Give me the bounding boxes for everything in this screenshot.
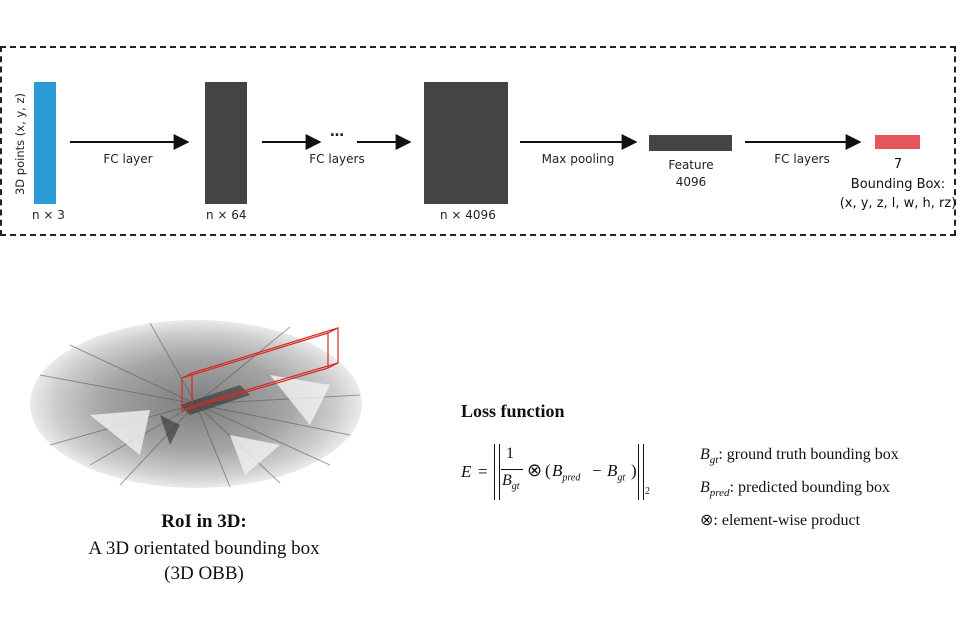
eq-norm-sub: 2 <box>645 486 650 497</box>
fc4096-layer-block <box>424 82 508 204</box>
layer1-size-label: n × 64 <box>206 208 247 222</box>
eq-equals: = <box>478 462 488 481</box>
input-axis-label: 3D points (x, y, z) <box>13 92 27 196</box>
feature-block <box>649 135 732 151</box>
point-cloud-image <box>30 320 362 488</box>
eq-bgt: Bgt <box>607 461 626 484</box>
eq-fraction-bar <box>501 469 523 470</box>
output-size-label: 7 <box>893 157 903 172</box>
roi-description-line2: (3D OBB) <box>164 563 244 584</box>
arrow4-label: FC layers <box>774 152 830 166</box>
roi-3d-box <box>181 327 339 412</box>
feature-label: Feature <box>668 158 714 172</box>
input-size-label: n × 3 <box>32 208 65 222</box>
eq-denominator: Bgt <box>502 472 520 493</box>
arrow2-label: FC layers <box>309 152 365 166</box>
loss-function-title: Loss function <box>461 401 565 421</box>
eq-close-paren: ) <box>631 461 637 480</box>
output-label: Bounding Box: <box>850 177 946 192</box>
eq-one: 1 <box>506 445 514 462</box>
roi-title: RoI in 3D: <box>161 511 247 532</box>
eq-bpred: Bpred <box>552 461 581 484</box>
output-params-label: (x, y, z, l, w, h, rz) <box>839 196 957 211</box>
ellipsis-label: … <box>330 124 344 140</box>
legend-item-bgt: Bgt: ground truth bounding box <box>700 446 899 467</box>
legend-item-bpred: Bpred: predicted bounding box <box>700 479 890 500</box>
roi-description-line1: A 3D orientated bounding box <box>88 538 320 559</box>
eq-norm-right <box>638 444 644 500</box>
input-points-block <box>34 82 56 204</box>
eq-norm-left <box>494 444 500 500</box>
eq-open-paren: ( <box>545 461 551 480</box>
eq-lhs: E <box>461 462 472 481</box>
eq-otimes: ⊗ <box>527 460 543 480</box>
arrow1-label: FC layer <box>103 152 153 166</box>
output-block <box>875 135 920 149</box>
legend-item-otimes: ⊗: element-wise product <box>700 512 861 529</box>
fc64-layer-block <box>205 82 247 204</box>
arrow3-label: Max pooling <box>541 152 615 166</box>
layer2-size-label: n × 4096 <box>440 208 496 222</box>
eq-minus: − <box>592 461 602 480</box>
loss-equation: E = 1 Bgt ⊗ ( Bpred − Bgt ) 2 <box>461 440 661 510</box>
network-frame <box>0 46 956 236</box>
feature-size-label: 4096 <box>675 175 707 189</box>
